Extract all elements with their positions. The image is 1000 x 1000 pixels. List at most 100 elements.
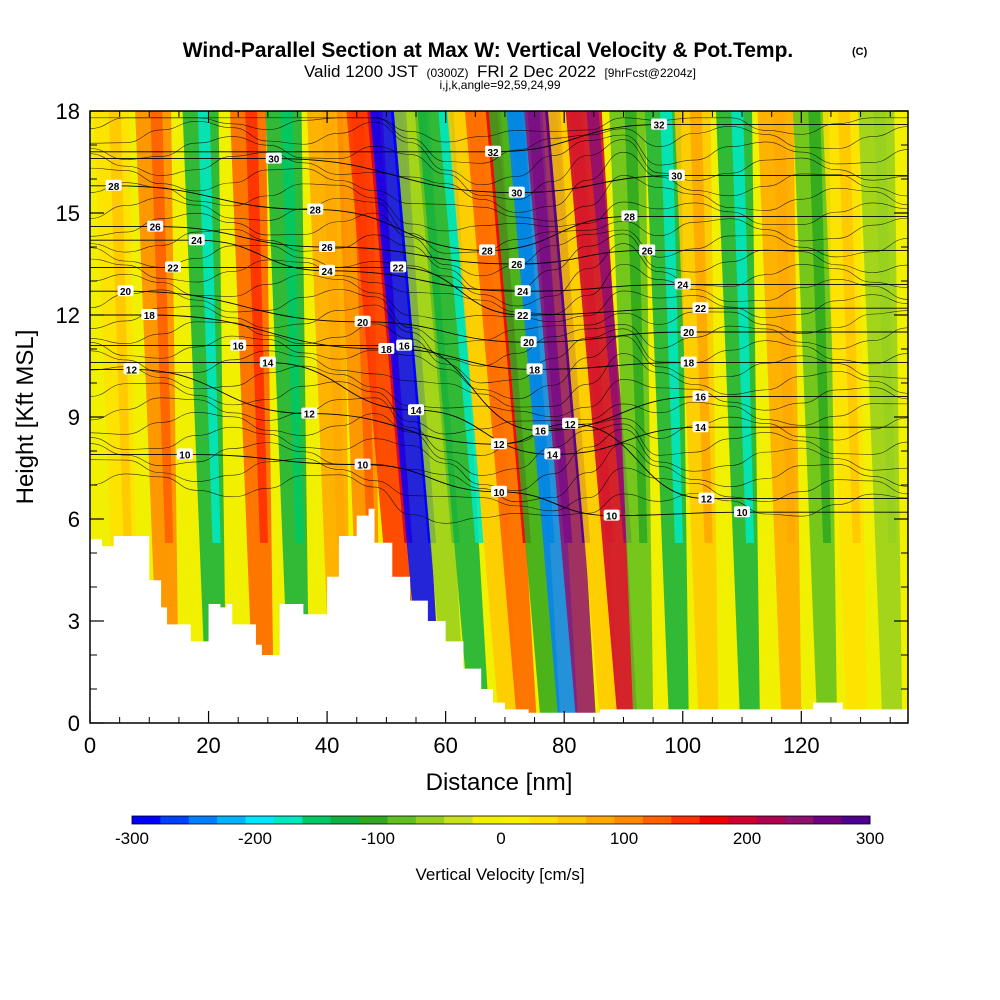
- colorbar-swatch: [273, 816, 303, 824]
- theta-contour-minor: [90, 136, 908, 200]
- contour-label: 24: [191, 236, 203, 247]
- contour-label: 20: [120, 287, 132, 298]
- colorbar-swatch: [188, 816, 218, 824]
- colorbar-swatch: [160, 816, 190, 824]
- theta-contour-minor: [90, 335, 908, 400]
- contour-label: 26: [642, 246, 654, 257]
- contour-label-box: [621, 210, 638, 222]
- contour-label-box: [396, 339, 413, 351]
- contour-label: 16: [233, 342, 245, 353]
- contour-label: 14: [262, 359, 274, 370]
- theta-contour-minor: [90, 243, 908, 307]
- contour-label-box: [692, 421, 709, 433]
- contour-label-box: [692, 302, 709, 314]
- contour-label: 20: [357, 318, 369, 329]
- theta-contour-minor: [90, 117, 908, 143]
- theta-contour-minor: [90, 197, 908, 254]
- velocity-band-22: [757, 111, 802, 723]
- colorbar-swatch: [415, 816, 445, 824]
- contour-label: 32: [488, 148, 500, 159]
- velocity-band-fill: [757, 111, 802, 723]
- contour-label-box: [514, 309, 531, 320]
- contour-label-box: [668, 169, 685, 181]
- contour-label: 14: [695, 423, 707, 434]
- y-tick-label: 0: [68, 711, 80, 736]
- valid-prefix: Valid 1200 JST: [304, 62, 418, 81]
- colorbar-tick-label: -200: [238, 829, 272, 848]
- velocity-band-fill: [447, 111, 520, 723]
- velocity-band-fill: [265, 111, 310, 723]
- contour-label: 14: [410, 406, 422, 417]
- velocity-field: [93, 111, 903, 723]
- forecast-info: [9hrFcst@2204z]: [604, 66, 696, 80]
- theta-contour-minor: [90, 458, 908, 512]
- contour-label: 32: [653, 121, 665, 132]
- contour-label-box: [698, 492, 715, 504]
- chart-subtitle: Valid 1200 JST (0300Z) FRI 2 Dec 2022 [9…: [304, 62, 696, 81]
- contour-label: 16: [535, 427, 547, 438]
- contour-label: 24: [517, 287, 529, 298]
- theta-contour-minor: [90, 321, 908, 384]
- contour-label-box: [319, 264, 336, 276]
- contour-label-box: [562, 417, 579, 429]
- contour-label: 18: [144, 311, 156, 322]
- contour-label: 24: [677, 280, 689, 291]
- velocity-band-fill: [609, 111, 654, 723]
- velocity-band-20: [674, 111, 719, 723]
- contour-label: 10: [357, 461, 369, 472]
- colorbar-tick-label: 100: [610, 829, 638, 848]
- colorbar-swatch: [756, 816, 786, 824]
- valid-zulu: (0300Z): [426, 66, 468, 80]
- theta-contour-minor: [90, 273, 908, 323]
- colorbar-swatch: [671, 816, 701, 824]
- contour-label-box: [301, 407, 318, 419]
- contour-label-box: [508, 186, 525, 198]
- contour-label-box: [259, 356, 276, 368]
- x-axis-label: Distance [nm]: [426, 769, 573, 796]
- contour-label: 10: [736, 508, 748, 519]
- colorbar-tick-label: 300: [856, 829, 884, 848]
- colorbar-swatch: [132, 816, 161, 824]
- contour-label-box: [514, 285, 531, 297]
- theta-contour-labels: 10 10 10 10 10 12 12 12 12 12 14 14 14 14 16 16 16 16 18 18…: [105, 118, 751, 523]
- contour-label-box: [319, 241, 336, 252]
- valid-date: FRI 2 Dec 2022: [477, 62, 596, 81]
- contour-label-box: [354, 458, 371, 470]
- colorbar-swatch: [784, 816, 814, 824]
- contour-label-box: [692, 390, 709, 402]
- y-tick-label: 3: [68, 609, 80, 634]
- velocity-band-fill: [464, 111, 537, 723]
- contour-label-box: [532, 424, 549, 436]
- colorbar-swatch: [444, 816, 474, 824]
- contour-label-box: [491, 438, 507, 450]
- x-tick-label: 40: [315, 733, 339, 758]
- velocity-band-fill: [644, 111, 689, 723]
- colorbar-tick-label: -100: [361, 829, 395, 848]
- x-tick-label: 80: [552, 733, 576, 758]
- colorbar-swatch: [728, 816, 757, 824]
- grid-indices: i,j,k,angle=92,59,24,99: [439, 78, 560, 92]
- contour-label: 16: [695, 393, 707, 404]
- colorbar-swatch: [813, 816, 843, 824]
- chart-title: Wind-Parallel Section at Max W: Vertical…: [183, 39, 794, 62]
- velocity-band-25: [858, 111, 903, 723]
- contour-label: 28: [624, 212, 636, 223]
- theta-contour-26: [90, 226, 908, 265]
- y-tick-label: 6: [68, 507, 80, 532]
- velocity-band-core: [689, 111, 713, 543]
- theta-contour-minor: [90, 120, 908, 186]
- contour-label: 12: [493, 440, 505, 451]
- velocity-band-core: [808, 111, 832, 543]
- colorbar-swatch: [841, 816, 871, 824]
- contour-label-box: [485, 145, 502, 157]
- theta-contour-minor: [90, 473, 908, 524]
- theta-contour-minor: [90, 304, 908, 367]
- colorbar-ticks: -300 -200 -100 0 100 200 300: [115, 829, 884, 848]
- velocity-band-3: [229, 111, 274, 723]
- contour-label: 22: [517, 311, 529, 322]
- y-axis-label: Height [Kft MSL]: [12, 330, 39, 505]
- theta-contour-minor: [90, 167, 908, 222]
- velocity-band-fill: [417, 111, 490, 723]
- contour-label-box: [141, 309, 158, 320]
